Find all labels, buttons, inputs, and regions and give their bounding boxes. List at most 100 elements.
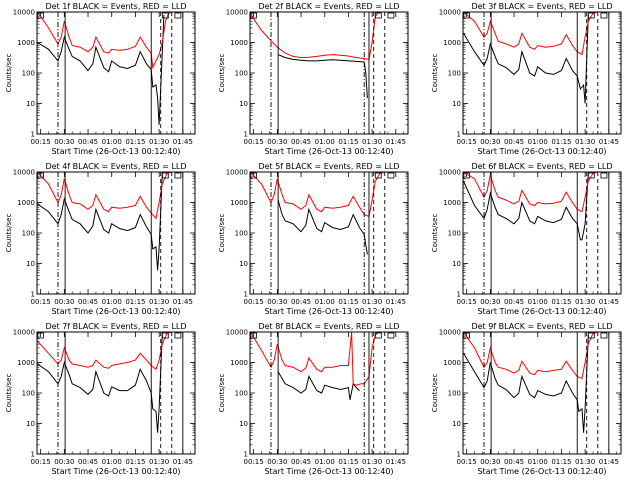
x-tick-label: 01:30 [575,138,595,146]
y-axis-label: Counts/sec [431,374,439,413]
chart-panel: Det 8f BLACK = Events, RED = LLD Counts/s… [218,322,409,476]
y-tick-label: 10000 [226,169,248,177]
x-tick-label: 00:15 [31,458,51,466]
y-tick-label: 1000 [443,199,461,207]
x-tick-label: 00:15 [31,298,51,306]
x-tick-label: 00:15 [457,458,477,466]
plot-frame [462,11,622,135]
series-group [37,332,172,433]
chart-title: Det 7f BLACK = Events, RED = LLD [45,322,186,331]
interval-box [587,332,595,339]
x-tick-label: 01:45 [173,458,193,466]
x-tick-label: 01:15 [125,138,145,146]
y-tick-label: 100 [22,390,35,398]
y-tick-label: 100 [235,390,248,398]
series-group [250,332,379,400]
y-tick-label: 10000 [13,169,35,177]
plot-frame [249,331,409,455]
interval-box [374,12,382,19]
y-tick-label: 1 [244,451,248,459]
chart-title: Det 2f BLACK = Events, RED = LLD [258,2,399,11]
x-axis-label: Start Time (26-Oct-13 00:12:40) [477,467,606,476]
x-tick-label: 01:45 [173,138,193,146]
plot-frame [249,11,409,135]
y-tick-label: 10 [26,100,35,108]
x-tick-label: 01:45 [386,138,406,146]
series-group [250,12,379,99]
x-tick-label: 00:30 [54,298,74,306]
y-axis-label: Counts/sec [218,54,226,93]
x-tick-label: 01:30 [149,458,169,466]
interval-box [587,12,595,19]
x-axis-label: Start Time (26-Oct-13 00:12:40) [51,147,180,156]
x-tick-label: 01:15 [338,458,358,466]
x-axis-label: Start Time (26-Oct-13 00:12:40) [51,307,180,316]
x-tick-label: 01:00 [528,138,548,146]
x-tick-label: 01:00 [102,138,122,146]
y-tick-label: 100 [22,230,35,238]
x-tick-label: 00:30 [267,298,287,306]
x-tick-label: 01:15 [551,138,571,146]
y-tick-label: 10000 [226,9,248,17]
plot-frame [462,331,622,455]
y-tick-label: 10000 [13,9,35,17]
x-tick-label: 00:15 [244,138,264,146]
x-tick-label: 00:15 [31,138,51,146]
chart-title: Det 5f BLACK = Events, RED = LLD [258,162,399,171]
interval-box [174,12,182,19]
lld-series-line [250,12,379,60]
chart-panel: Det 7f BLACK = Events, RED = LLD Counts/s… [5,322,196,476]
x-tick-label: 00:15 [457,138,477,146]
x-tick-label: 00:45 [504,298,524,306]
y-axis-label: Counts/sec [431,54,439,93]
interval-box [600,172,608,179]
x-tick-label: 01:00 [102,458,122,466]
y-axis-label: Counts/sec [431,214,439,253]
y-tick-label: 10000 [226,329,248,337]
x-tick-label: 00:30 [54,138,74,146]
y-tick-label: 1 [244,131,248,139]
y-tick-label: 10 [452,100,461,108]
y-axis-label: Counts/sec [5,214,13,253]
chart-panel: Det 4f BLACK = Events, RED = LLD Counts/s… [5,162,196,316]
y-tick-label: 1000 [17,199,35,207]
plot-frame [462,171,622,295]
x-tick-label: 00:45 [504,138,524,146]
events-series-line [463,14,589,104]
chart-panel: Det 6f BLACK = Events, RED = LLD Counts/s… [431,162,622,316]
interval-box [161,172,169,179]
x-tick-label: 01:15 [338,138,358,146]
y-tick-label: 10 [239,420,248,428]
y-tick-label: 1 [457,131,461,139]
y-tick-label: 10000 [439,329,461,337]
x-tick-label: 01:15 [551,298,571,306]
chart-panel: Det 5f BLACK = Events, RED = LLD Counts/s… [218,162,409,316]
chart-title: Det 9f BLACK = Events, RED = LLD [471,322,612,331]
x-axis-label: Start Time (26-Oct-13 00:12:40) [264,307,393,316]
y-tick-label: 10 [26,260,35,268]
plot-frame [249,171,409,295]
chart-panel: Det 2f BLACK = Events, RED = LLD Counts/s… [218,2,409,156]
interval-box [600,12,608,19]
lld-series-line [463,172,598,213]
events-series-line [463,334,589,433]
interval-box [587,172,595,179]
y-tick-label: 100 [448,230,461,238]
x-tick-label: 00:30 [480,458,500,466]
x-axis-label: Start Time (26-Oct-13 00:12:40) [264,147,393,156]
y-tick-label: 10000 [439,9,461,17]
series-group [463,332,598,433]
x-tick-label: 01:00 [315,298,335,306]
x-tick-label: 01:15 [551,458,571,466]
x-tick-label: 01:30 [149,138,169,146]
y-tick-label: 1000 [443,359,461,367]
plot-frame [36,331,196,455]
events-series-line [37,14,165,125]
x-tick-label: 01:15 [125,458,145,466]
x-tick-label: 00:45 [78,298,98,306]
x-axis-label: Start Time (26-Oct-13 00:12:40) [477,147,606,156]
y-tick-label: 1 [457,451,461,459]
interval-box [161,12,169,19]
series-group [37,172,172,271]
